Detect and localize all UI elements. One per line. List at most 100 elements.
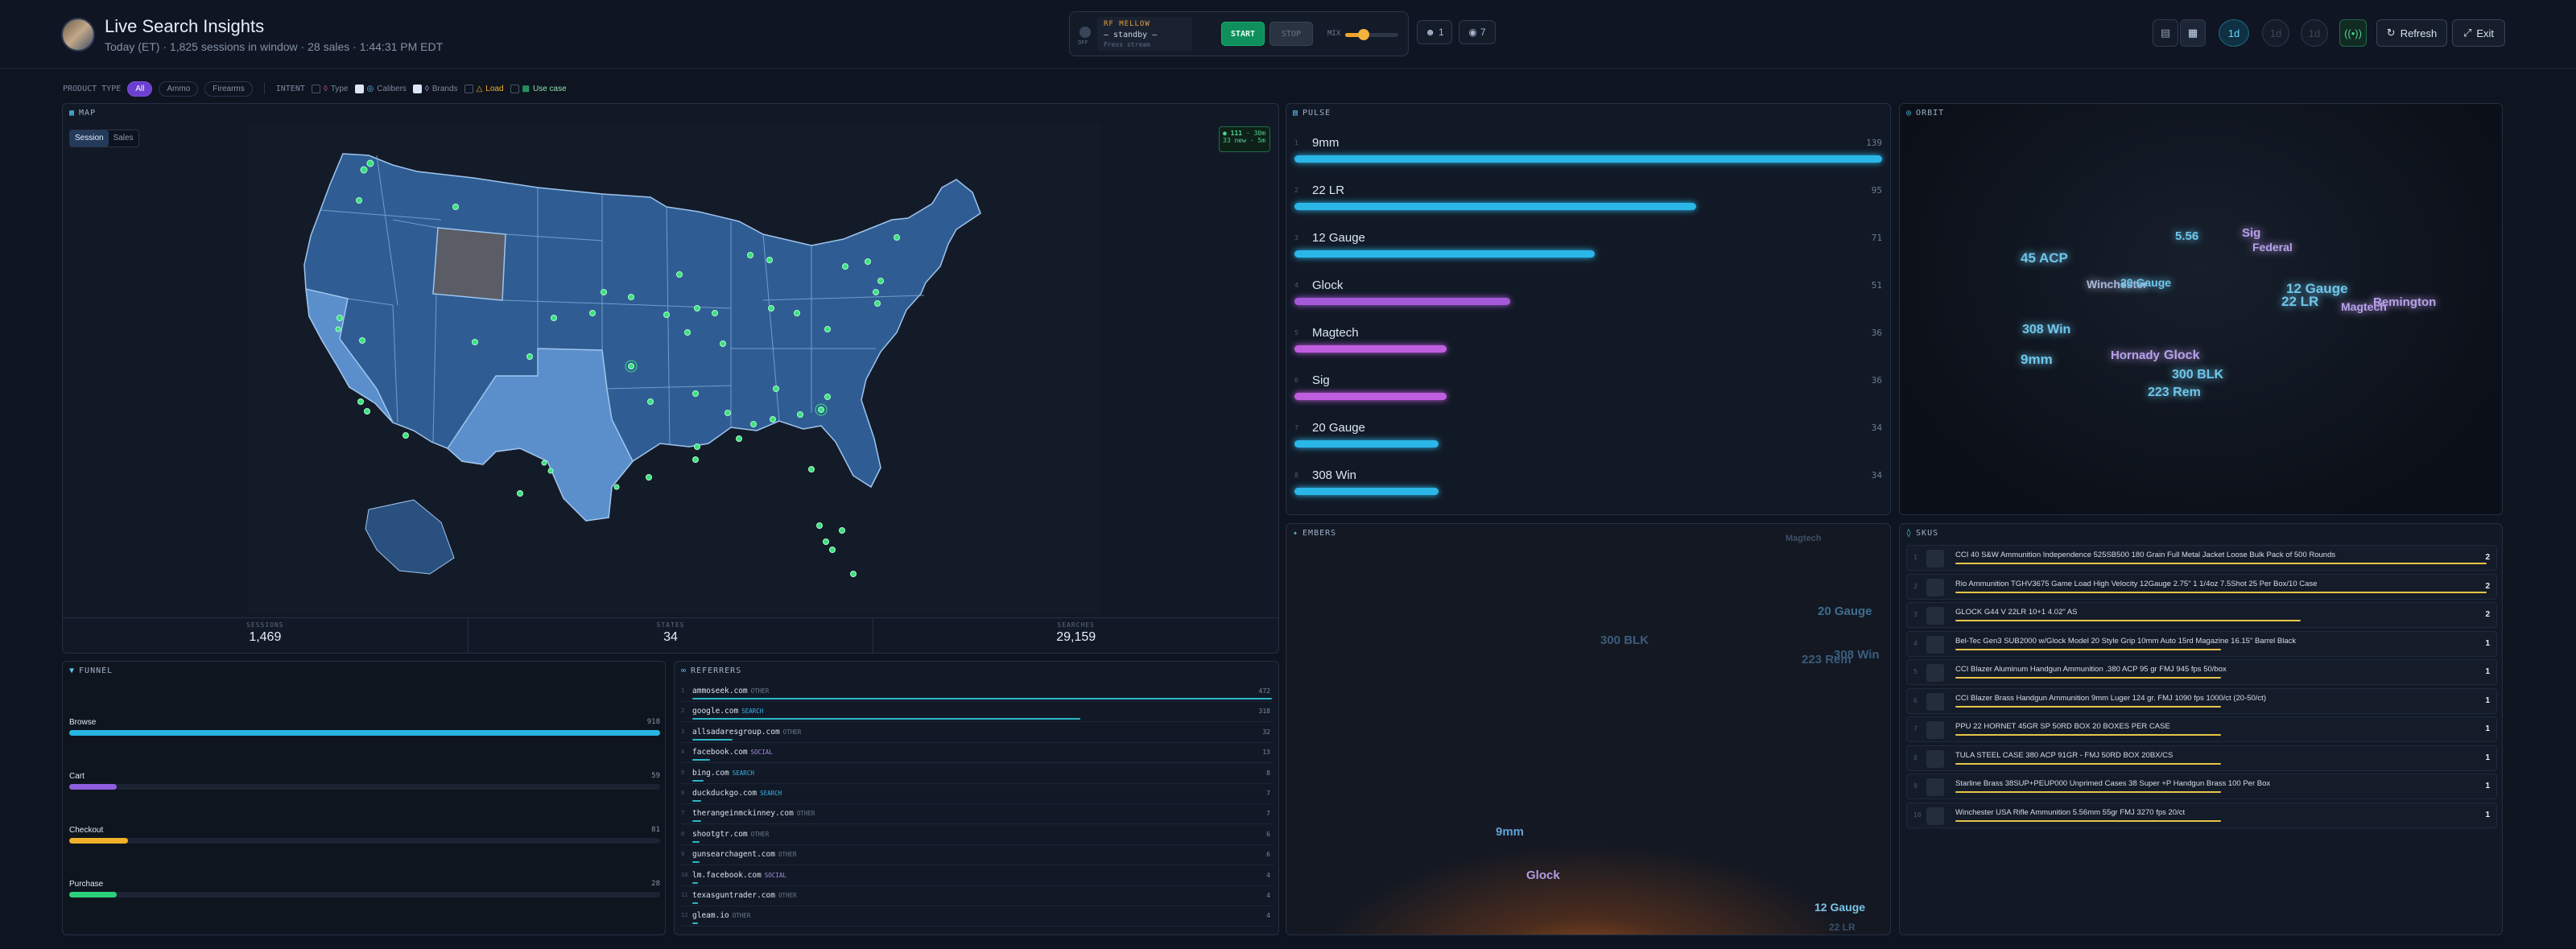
referrer-row[interactable]: 1 ammoseek.com OTHER 472 [681, 683, 1274, 702]
orbit-word[interactable]: 308 Win [2022, 323, 2071, 336]
ember-word[interactable]: 20 Gauge [1818, 604, 1872, 618]
pulse-row[interactable]: 2 22 LR 95 [1294, 182, 1882, 214]
ember-word[interactable]: 12 Gauge [1814, 901, 1866, 914]
sku-row[interactable]: 8 TULA STEEL CASE 380 ACP 91GR - FMJ 50RD… [1906, 745, 2497, 771]
funnel-stage[interactable]: Browse 918 [69, 718, 660, 745]
pulse-row[interactable]: 4 Glock 51 [1294, 277, 1882, 309]
volume-label: MIX [1327, 30, 1341, 38]
orbit-word[interactable]: Remington [2373, 295, 2437, 309]
users-button[interactable]: ☻ 1 [1417, 20, 1452, 44]
rf-info: RF MELLOW — standby — Press stream [1097, 17, 1192, 51]
checkbox[interactable] [412, 84, 422, 93]
checkbox[interactable] [311, 84, 320, 93]
referrer-row[interactable]: 6 duckduckgo.com SEARCH 7 [681, 785, 1274, 804]
orbit-word[interactable]: 45 ACP [2021, 250, 2068, 266]
pulse-row[interactable]: 3 12 Gauge 71 [1294, 229, 1882, 262]
range-1d-button[interactable]: 1d [2219, 19, 2249, 47]
filter-chip-firearms[interactable]: Firearms [204, 80, 253, 97]
start-button[interactable]: START [1221, 22, 1265, 46]
stop-button[interactable]: STOP [1269, 22, 1313, 46]
referrer-type: OTHER [750, 687, 770, 695]
grid-view-button[interactable]: ▦ [2180, 19, 2206, 47]
sku-row[interactable]: 7 PPU 22 HORNET 45GR SP 50RD BOX 20 BOXES… [1906, 716, 2497, 742]
ember-word[interactable]: Magtech [1785, 534, 1822, 543]
live-broadcast-button[interactable]: ((•)) [2339, 19, 2367, 47]
referrer-row[interactable]: 8 shootgtr.com OTHER 6 [681, 826, 1274, 845]
panel-title: FUNNEL [79, 666, 114, 675]
skus-panel: ◊ SKUS 1 CCI 40 S&W Ammunition Independenc… [1899, 523, 2503, 935]
watchers-button[interactable]: ◉ 7 [1459, 20, 1496, 44]
orbit-word[interactable]: Glock [2164, 349, 2200, 362]
orbit-word[interactable]: Sig [2242, 226, 2261, 240]
intent-calibers-checkbox[interactable]: ◎ Calibers [354, 84, 407, 93]
toggle-sales[interactable]: Sales [113, 134, 134, 142]
orbit-word[interactable]: 20 Gauge [2120, 276, 2172, 289]
toggle-session[interactable]: Session [70, 130, 109, 146]
intent-label: INTENT [275, 84, 305, 93]
intent-brands-checkbox[interactable]: ◊ Brands [412, 84, 458, 93]
referrer-row[interactable]: 11 texasguntrader.com OTHER 4 [681, 887, 1274, 906]
sku-row[interactable]: 1 CCI 40 S&W Ammunition Independence 525S… [1906, 545, 2497, 571]
us-map[interactable] [248, 123, 1101, 614]
orbit-word[interactable]: Winchester [2087, 278, 2148, 291]
intent-type-checkbox[interactable]: ◊ Type [311, 84, 349, 93]
referrer-row[interactable]: 5 bing.com SEARCH 8 [681, 765, 1274, 784]
ember-word[interactable]: 9mm [1496, 825, 1525, 839]
sku-row[interactable]: 2 Rio Ammunition TGHV3675 Game Load High … [1906, 573, 2497, 600]
refresh-button[interactable]: ↻ Refresh [2376, 19, 2447, 47]
ember-word[interactable]: Glock [1526, 869, 1560, 882]
live-badge: ● 111 · 30m 33 new · 5m [1219, 126, 1270, 152]
orbit-word[interactable]: 5.56 [2175, 229, 2199, 243]
orbit-word[interactable]: 22 LR [2281, 294, 2319, 309]
pulse-row[interactable]: 8 308 Win 34 [1294, 467, 1882, 499]
referrer-row[interactable]: 10 lm.facebook.com SOCIAL 4 [681, 867, 1274, 886]
range-button-2[interactable]: 1d [2262, 19, 2289, 47]
referrer-row[interactable]: 12 gleam.io OTHER 4 [681, 907, 1274, 927]
orbit-word[interactable]: 12 Gauge [2286, 281, 2348, 296]
pulse-row[interactable]: 5 Magtech 36 [1294, 324, 1882, 357]
sku-row[interactable]: 10 Winchester USA Rifle Ammunition 5.56mm… [1906, 802, 2497, 828]
map-mode-toggle[interactable]: Session Sales [69, 130, 139, 147]
referrer-row[interactable]: 7 therangeinmckinney.com OTHER 7 [681, 805, 1274, 825]
exit-button[interactable]: ⤢ Exit [2452, 19, 2505, 47]
avatar[interactable] [61, 18, 95, 52]
orbit-word[interactable]: 9mm [2021, 352, 2053, 367]
pulse-row[interactable]: 1 9mm 139 [1294, 134, 1882, 167]
referrer-row[interactable]: 4 facebook.com SOCIAL 13 [681, 744, 1274, 764]
volume-knob[interactable] [1358, 29, 1370, 40]
intent-usecase-checkbox[interactable]: ▩ Use case [510, 84, 567, 93]
funnel-stage[interactable]: Checkout 81 [69, 826, 660, 853]
orbit-word[interactable]: 300 BLK [2172, 368, 2224, 382]
link-icon: ∞ [681, 666, 687, 675]
sku-row[interactable]: 4 Bel-Tec Gen3 SUB2000 w/Glock Model 20 S… [1906, 630, 2497, 657]
sku-row[interactable]: 9 Starline Brass 38SUP+PEUP000 Unprimed C… [1906, 774, 2497, 799]
sku-row[interactable]: 6 CCI Blazer Brass Handgun Ammunition 9mm… [1906, 687, 2497, 714]
referrer-row[interactable]: 9 gunsearchagent.com OTHER 6 [681, 846, 1274, 866]
funnel-stage[interactable]: Purchase 28 [69, 880, 660, 907]
orbit-word[interactable]: Magtech [2341, 300, 2387, 313]
volume-slider[interactable] [1345, 29, 1398, 40]
ember-word[interactable]: 300 BLK [1600, 633, 1649, 647]
list-view-button[interactable]: ▤ [2153, 19, 2178, 47]
sku-rank: 3 [1913, 611, 1918, 618]
pulse-row[interactable]: 6 Sig 36 [1294, 372, 1882, 404]
ember-word[interactable]: 223 Rem [1802, 653, 1852, 666]
funnel-stage[interactable]: Cart 59 [69, 772, 660, 799]
orbit-word[interactable]: Hornady [2111, 349, 2160, 362]
orbit-word[interactable]: 223 Rem [2148, 386, 2201, 399]
filter-chip-all[interactable]: All [127, 80, 153, 97]
sku-row[interactable]: 5 CCI Blazer Aluminum Handgun Ammunition … [1906, 659, 2497, 685]
checkbox[interactable] [464, 84, 473, 93]
checkbox[interactable] [354, 84, 364, 93]
ember-word[interactable]: 22 LR [1829, 922, 1856, 933]
ember-word[interactable]: 308 Win [1834, 648, 1880, 662]
intent-load-checkbox[interactable]: △ Load [464, 84, 504, 93]
filter-chip-ammo[interactable]: Ammo [159, 80, 199, 97]
referrer-row[interactable]: 2 google.com SEARCH 318 [681, 703, 1274, 723]
referrer-row[interactable]: 3 allsadaresgroup.com OTHER 32 [681, 724, 1274, 743]
range-button-3[interactable]: 1d [2301, 19, 2328, 47]
orbit-word[interactable]: Federal [2252, 241, 2293, 254]
checkbox[interactable] [510, 84, 519, 93]
sku-row[interactable]: 3 GLOCK G44 V 22LR 10+1 4.02" AS 2 [1906, 602, 2497, 628]
pulse-row[interactable]: 7 20 Gauge 34 [1294, 419, 1882, 452]
